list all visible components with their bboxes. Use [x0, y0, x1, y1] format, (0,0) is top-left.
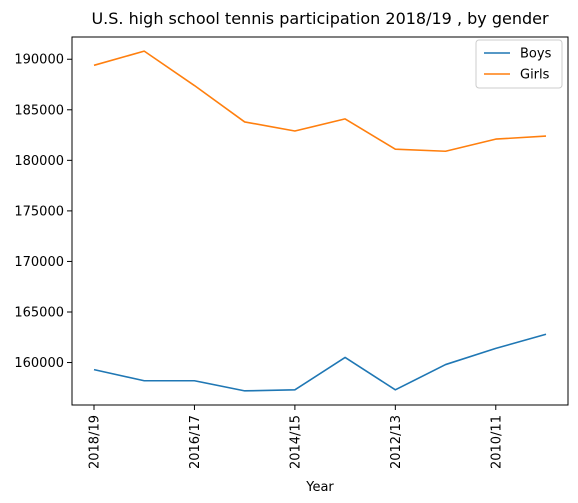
chart-title: U.S. high school tennis participation 20…: [91, 9, 549, 28]
y-tick-label: 180000: [14, 154, 64, 169]
y-tick-label: 190000: [14, 53, 64, 68]
series-line-girls: [93, 50, 547, 153]
y-tick-label: 175000: [14, 204, 64, 219]
legend-box: [475, 39, 563, 89]
x-tick-label: 2010/11: [489, 415, 504, 469]
y-tick-label: 160000: [14, 356, 64, 371]
plot-frame: [71, 36, 569, 406]
x-axis: 2018/19 2016/17 2014/15 2012/13 2010/11: [88, 405, 504, 469]
legend-label-boys: Boys: [520, 47, 552, 62]
legend-label-girls: Girls: [520, 68, 550, 83]
x-tick-label: 2014/15: [288, 415, 303, 469]
series-line-boys: [93, 333, 547, 392]
plot-area: [71, 36, 569, 406]
y-tick-label: 170000: [14, 255, 64, 270]
y-axis: 160000 165000 170000 175000 180000 185000 1900…: [14, 53, 72, 371]
x-axis-title: Year: [305, 480, 334, 495]
x-tick-label: 2018/19: [88, 415, 103, 469]
y-tick-label: 165000: [14, 305, 64, 320]
legend: Boys Girls: [475, 39, 563, 89]
y-tick-label: 185000: [14, 103, 64, 118]
x-tick-label: 2016/17: [188, 415, 203, 469]
x-tick-label: 2012/13: [389, 415, 404, 469]
series-lines: [93, 50, 547, 392]
